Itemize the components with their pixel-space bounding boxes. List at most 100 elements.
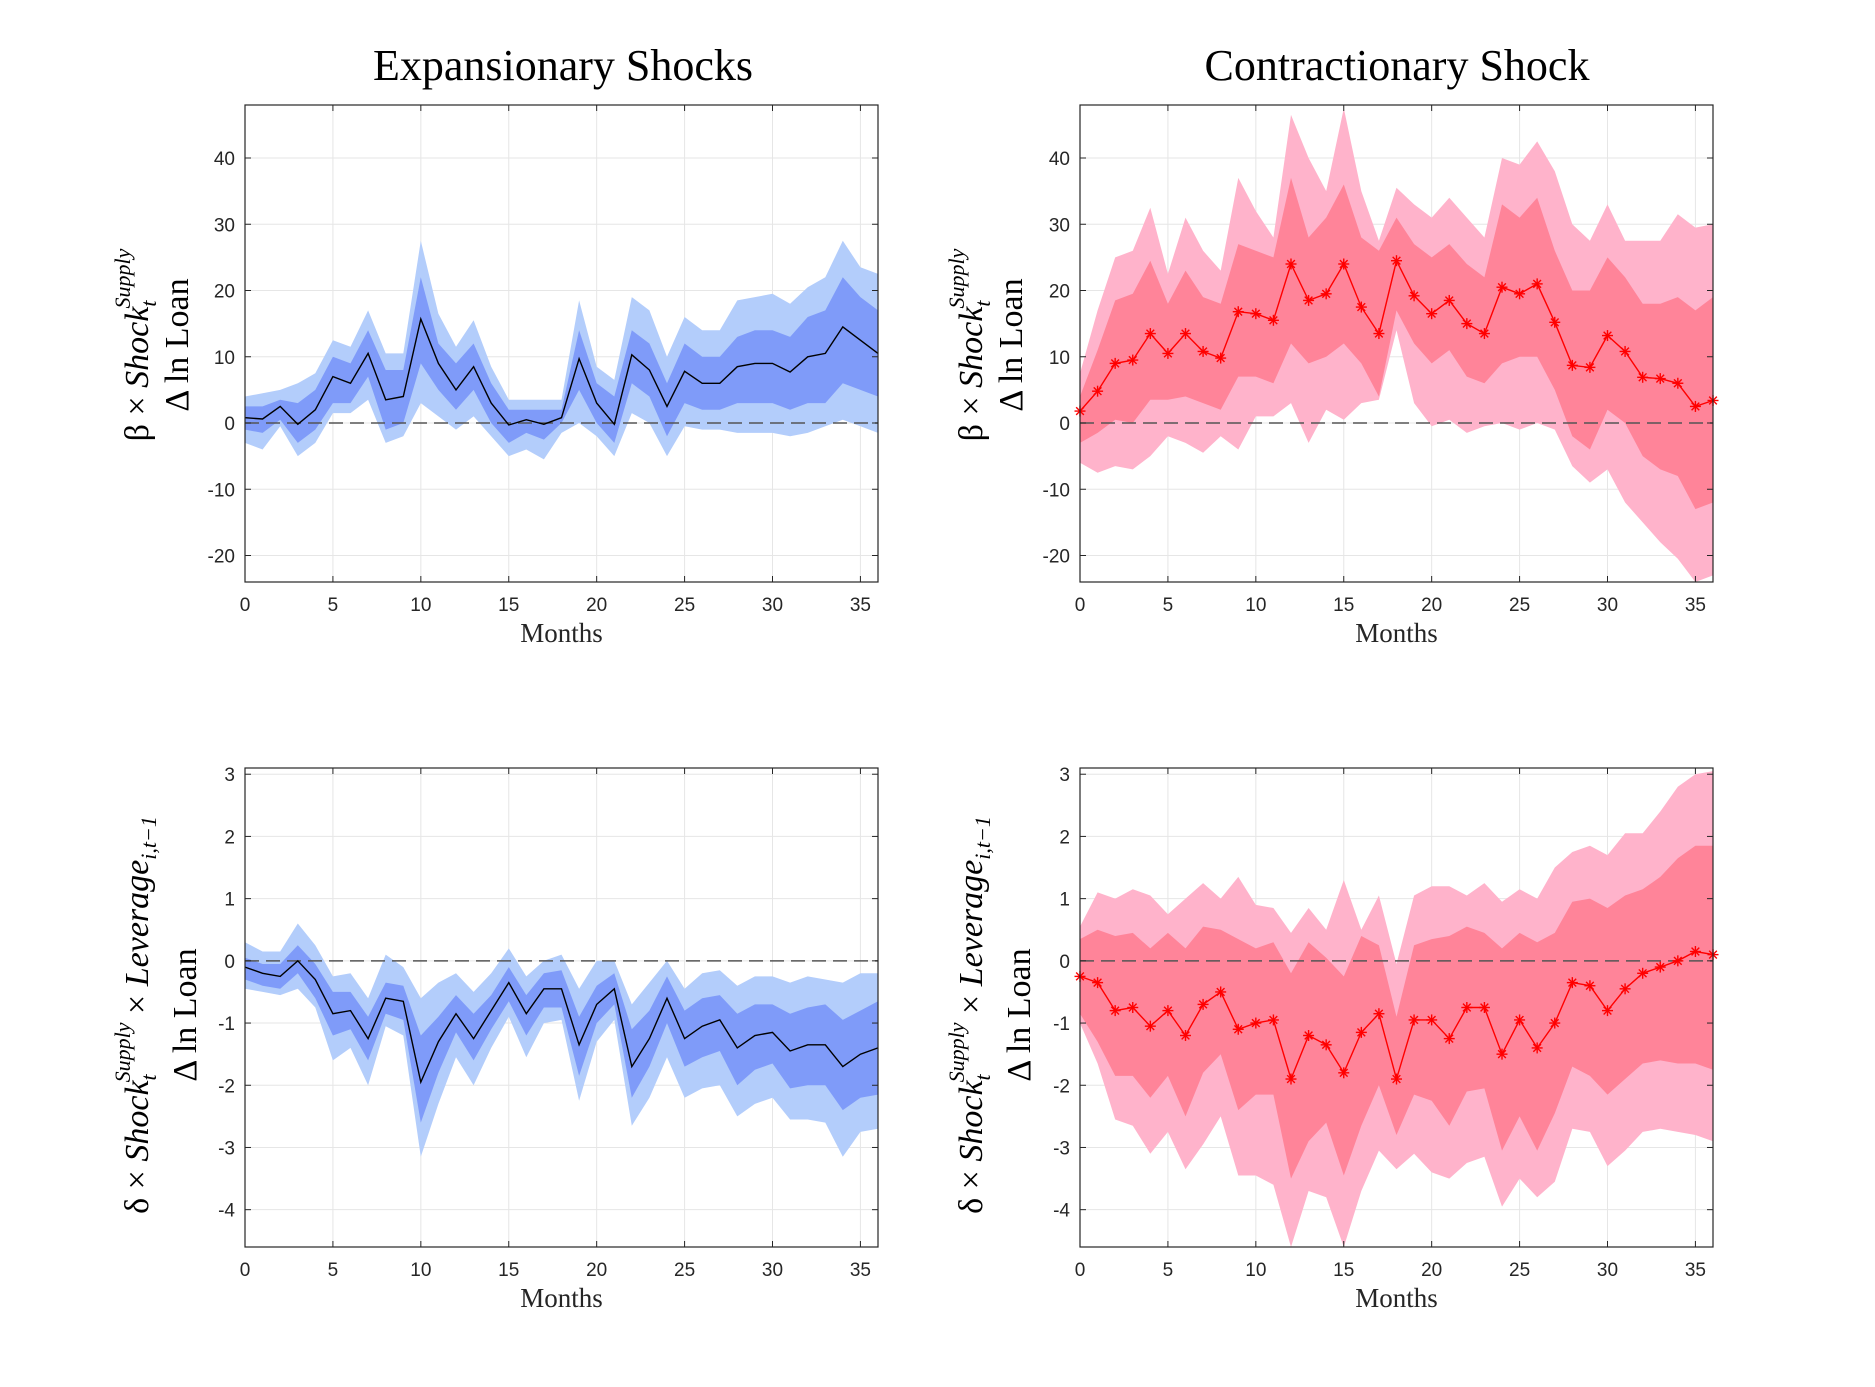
x-tick-label: 0 <box>240 595 251 616</box>
data-point-marker <box>1514 1014 1526 1026</box>
data-point-marker <box>1267 1014 1279 1026</box>
data-point-marker <box>1461 318 1473 330</box>
data-point-marker <box>1338 1067 1350 1079</box>
confidence-band-inner <box>1080 177 1713 510</box>
confidence-band-inner <box>1080 845 1713 1179</box>
y-tick-label: -2 <box>1053 1076 1070 1097</box>
data-point-marker <box>1373 328 1385 340</box>
data-point-marker <box>1602 330 1613 342</box>
y-tick-label: 40 <box>214 149 235 170</box>
data-point-marker <box>1092 385 1104 397</box>
data-point-marker <box>1426 1014 1438 1026</box>
x-tick-label: 25 <box>674 1260 695 1281</box>
data-point-marker <box>1303 1029 1315 1041</box>
data-point-marker <box>1443 1033 1455 1045</box>
y-tick-label: 20 <box>1049 282 1070 303</box>
x-tick-label: 25 <box>1509 1260 1530 1281</box>
svg-text:Δ ln Loan: Δ ln Loan <box>159 278 196 411</box>
x-tick-label: 5 <box>328 1260 339 1281</box>
data-point-marker <box>1391 255 1402 267</box>
panel-bottom-right: 0 5 10 15 20 25 30 35 -4 -3 -2 -1 0 1 2 3 Months <box>1053 765 1719 1313</box>
data-point-marker <box>1303 294 1315 306</box>
svg-text:δ × ShocktSupply × Leveragei,t: δ × ShocktSupply × Leveragei,t−1 <box>944 816 995 1214</box>
x-tick-label: 10 <box>410 595 431 616</box>
x-tick-label: 10 <box>1245 595 1266 616</box>
ylabel-bottom-right: δ × ShocktSupply × Leveragei,t−1 Δ ln Lo… <box>944 816 1038 1214</box>
data-point-marker <box>1637 967 1649 979</box>
y-tick-label: 3 <box>224 765 235 786</box>
y-tick-label: -2 <box>218 1076 235 1097</box>
svg-text:Δ ln Loan: Δ ln Loan <box>993 278 1030 411</box>
y-tick-label: -4 <box>218 1201 235 1222</box>
y-tick-label: 10 <box>214 348 235 369</box>
x-tick-label: 15 <box>1333 595 1354 616</box>
x-axis-title: Months <box>1355 618 1438 648</box>
confidence-band-outer <box>1080 771 1713 1247</box>
data-point-marker <box>1531 278 1543 290</box>
data-point-marker <box>1584 361 1596 373</box>
y-tick-label: -3 <box>218 1138 235 1159</box>
y-tick-label: 0 <box>1059 414 1070 435</box>
data-point-marker <box>1092 977 1104 989</box>
x-tick-label: 30 <box>762 1260 783 1281</box>
x-tick-label: 0 <box>1075 1260 1086 1281</box>
data-point-marker <box>1180 1029 1191 1041</box>
x-tick-label: 5 <box>328 595 339 616</box>
data-point-marker <box>1162 1005 1174 1017</box>
data-point-marker <box>1584 980 1596 992</box>
x-axis-title: Months <box>520 618 603 648</box>
x-tick-label: 5 <box>1163 1260 1174 1281</box>
data-point-marker <box>1566 977 1578 989</box>
data-point-marker <box>1320 288 1332 300</box>
x-axis-title: Months <box>520 1283 603 1313</box>
data-point-marker <box>1215 986 1227 998</box>
data-point-marker <box>1285 1073 1297 1085</box>
data-point-marker <box>1672 377 1684 389</box>
svg-text:Δ ln Loan: Δ ln Loan <box>1001 948 1038 1081</box>
svg-text:δ × ShocktSupply × Leveragei,t: δ × ShocktSupply × Leveragei,t−1 <box>110 816 161 1214</box>
x-tick-label: 25 <box>674 595 695 616</box>
x-tick-label: 20 <box>586 595 607 616</box>
data-point-marker <box>1144 328 1156 340</box>
data-point-marker <box>1355 1026 1367 1038</box>
data-point-marker <box>1619 345 1631 357</box>
data-point-marker <box>1619 983 1631 995</box>
x-tick-label: 10 <box>1245 1260 1266 1281</box>
data-point-marker <box>1566 359 1578 371</box>
confidence-band-inner <box>245 277 878 443</box>
x-tick-label: 35 <box>1685 595 1706 616</box>
x-tick-label: 20 <box>1421 595 1442 616</box>
data-point-marker <box>1109 357 1121 369</box>
confidence-band-inner <box>245 945 878 1123</box>
data-point-marker <box>1285 258 1297 270</box>
data-point-marker <box>1496 1048 1508 1060</box>
data-point-marker <box>1689 946 1701 958</box>
data-point-marker <box>1689 400 1701 412</box>
data-point-marker <box>1127 354 1139 366</box>
x-tick-label: 30 <box>1597 1260 1618 1281</box>
y-tick-label: -1 <box>218 1014 235 1035</box>
confidence-band-outer <box>1080 108 1713 583</box>
axes-box <box>244 767 879 1248</box>
data-point-marker <box>1162 347 1174 359</box>
title-expansionary: Expansionary Shocks <box>373 41 753 90</box>
y-tick-label: 1 <box>1059 890 1070 911</box>
x-tick-label: 15 <box>498 595 519 616</box>
y-tick-label: 30 <box>214 215 235 236</box>
data-point-marker <box>1408 1014 1420 1026</box>
data-point-marker <box>1180 328 1191 340</box>
y-tick-label: 0 <box>224 952 235 973</box>
x-tick-label: 15 <box>1333 1260 1354 1281</box>
axes-box <box>1079 104 1714 583</box>
x-tick-label: 10 <box>410 1260 431 1281</box>
panel-top-right: 0 5 10 15 20 25 30 35 -20 -10 0 10 20 30 40 Months <box>1043 104 1719 648</box>
confidence-band-outer <box>245 923 878 1157</box>
data-point-marker <box>1549 1017 1561 1029</box>
data-point-marker <box>1426 308 1438 320</box>
data-point-marker <box>1637 371 1649 383</box>
data-point-marker <box>1531 1042 1543 1054</box>
y-tick-label: 10 <box>1049 348 1070 369</box>
data-point-marker <box>1144 1020 1156 1032</box>
x-tick-label: 0 <box>1075 595 1086 616</box>
